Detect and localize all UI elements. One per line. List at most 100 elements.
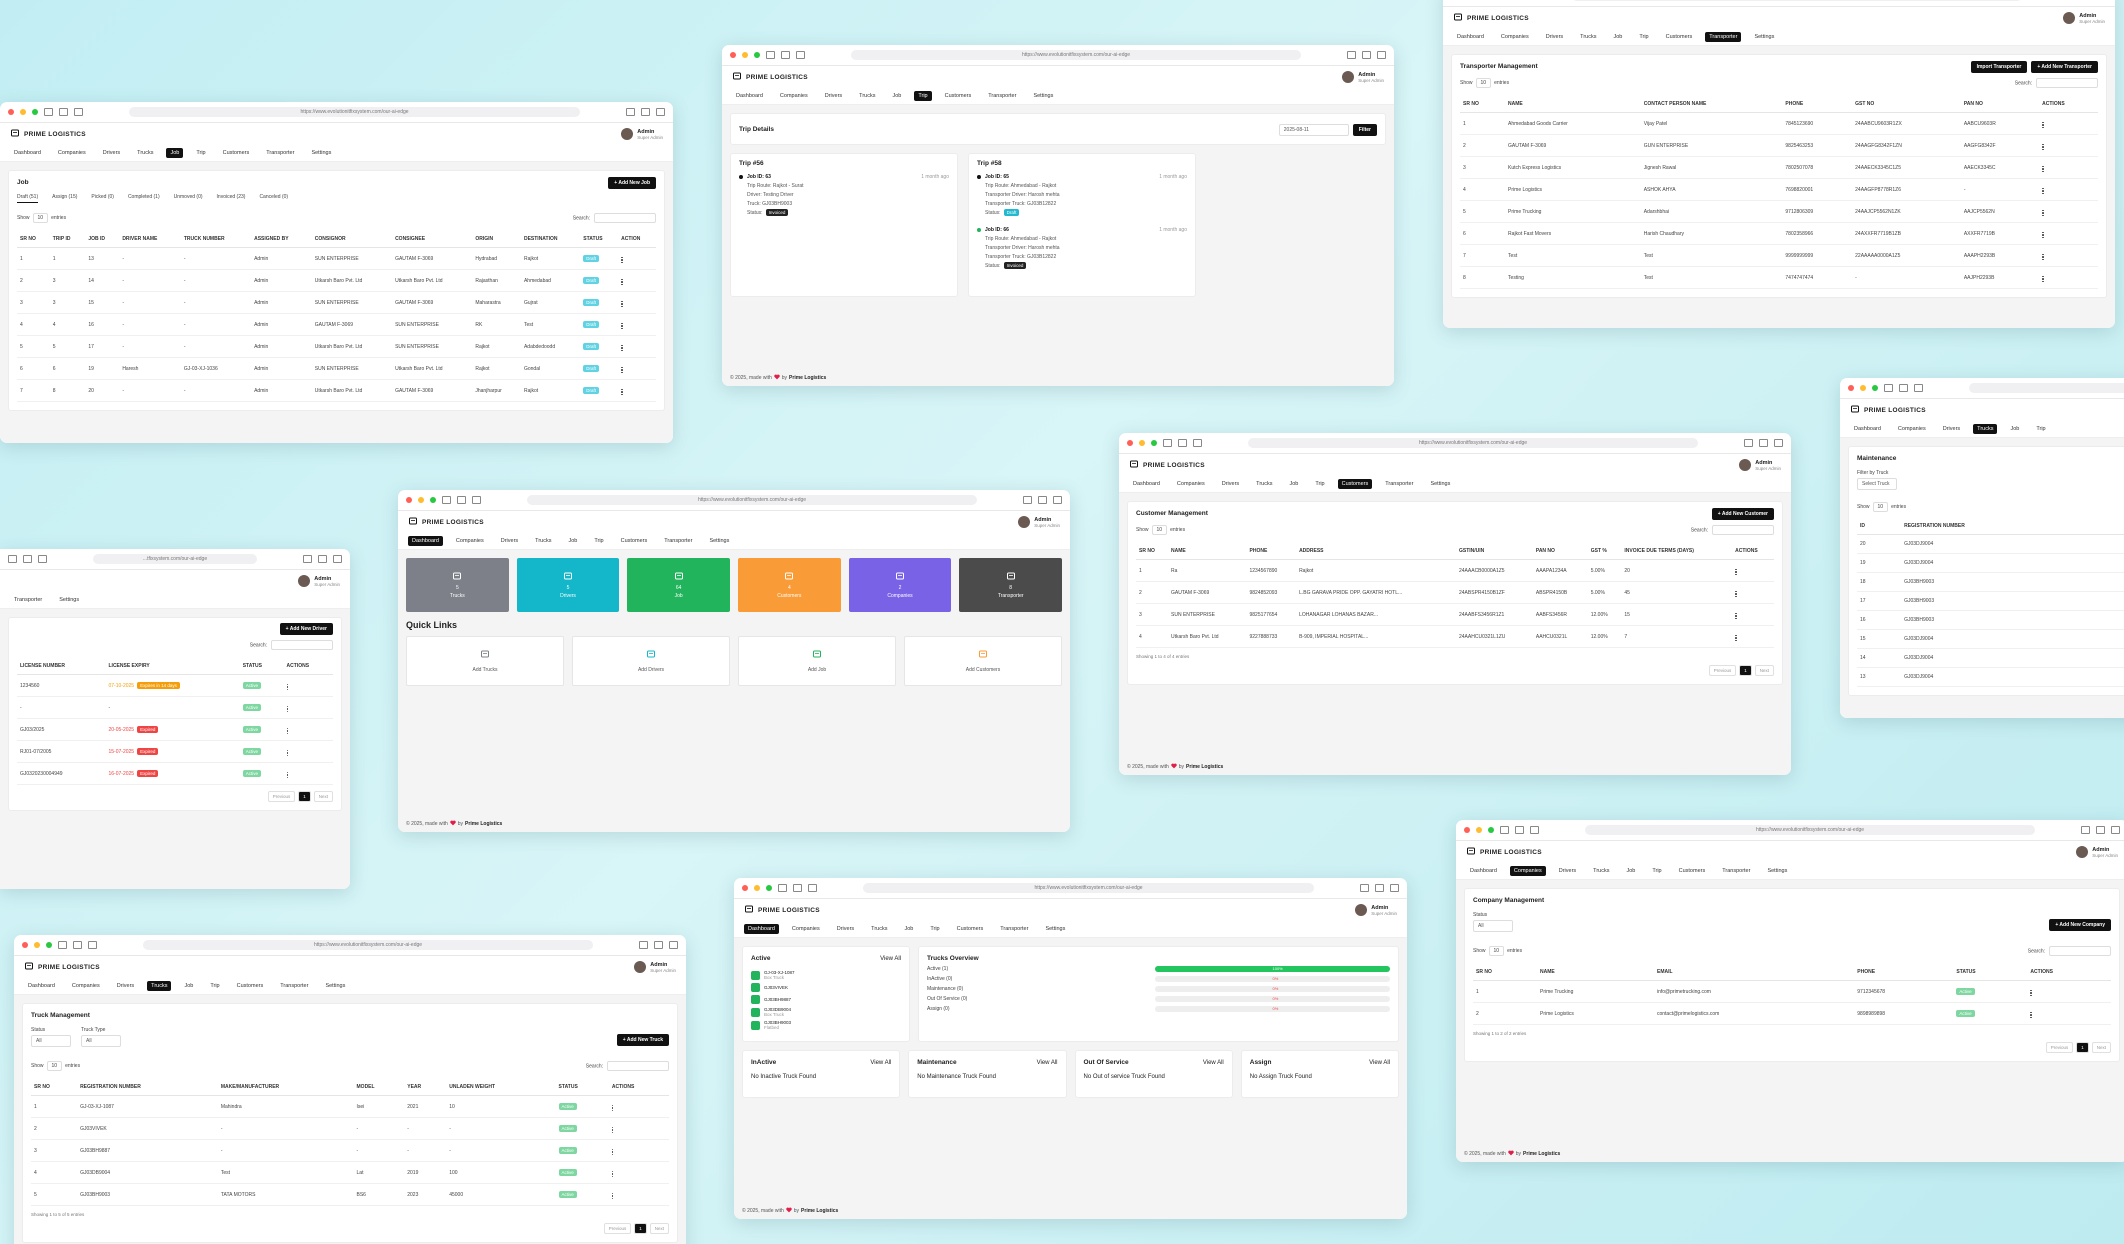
length-text[interactable]: 10: [46, 1061, 63, 1071]
page-button[interactable]: 1: [634, 1223, 647, 1234]
search-input[interactable]: [607, 1061, 669, 1071]
tabs-icon[interactable]: [669, 941, 678, 949]
nav-item[interactable]: Dashboard: [28, 983, 55, 989]
row-actions[interactable]: [2042, 143, 2044, 150]
tabs-icon[interactable]: [1774, 439, 1783, 447]
address-bar[interactable]: https://www.evolutionitfixsystem.com/our…: [1585, 825, 2035, 835]
stat-tile[interactable]: 2 Companies: [848, 558, 952, 612]
window-button[interactable]: [20, 109, 26, 115]
forward-icon[interactable]: [808, 884, 817, 892]
view-all[interactable]: View All: [1369, 1059, 1390, 1066]
nav-item[interactable]: Trip: [2036, 426, 2046, 432]
nav-item[interactable]: Trucks: [871, 926, 888, 932]
nav-item[interactable]: Dashboard: [736, 93, 763, 99]
row-actions[interactable]: [286, 727, 289, 734]
nav-item[interactable]: Dashboard: [1470, 868, 1497, 874]
forward-icon[interactable]: [796, 51, 805, 59]
row-actions[interactable]: [1735, 590, 1737, 597]
nav-item[interactable]: Dashboard: [1457, 34, 1484, 40]
window-button[interactable]: [1151, 440, 1157, 446]
nav-item[interactable]: Settings: [1045, 926, 1066, 932]
nav-item[interactable]: Companies: [791, 926, 820, 932]
stat-tile[interactable]: 64 Job: [627, 558, 731, 612]
filter-select[interactable]: All: [1473, 920, 1513, 932]
address-bar[interactable]: https://www.evolutionitfixsystem.com/our…: [527, 495, 977, 505]
add-button[interactable]: + Add New Company: [2049, 919, 2111, 931]
stat-tile[interactable]: 4 Customers: [738, 558, 841, 612]
add-button[interactable]: + Add New Truck: [616, 1034, 669, 1046]
add-button[interactable]: + Add New Job: [608, 176, 656, 189]
new-tab-icon[interactable]: [2096, 826, 2105, 834]
stat-tile[interactable]: 8 Transporter: [959, 558, 1063, 612]
nav-item[interactable]: Trip: [594, 538, 604, 544]
length-text[interactable]: 10: [1488, 946, 1505, 956]
user-menu[interactable]: Admin Super Admin: [298, 575, 340, 587]
nav-item[interactable]: Transporter: [1000, 926, 1029, 932]
sidebar-icon[interactable]: [442, 496, 451, 504]
nav-item[interactable]: Drivers: [500, 538, 519, 544]
forward-icon[interactable]: [38, 555, 47, 563]
quick-link[interactable]: Add Drivers: [572, 636, 730, 686]
filter-select[interactable]: Select Truck: [1857, 478, 1897, 490]
nav-item[interactable]: Companies: [1509, 866, 1546, 876]
user-menu[interactable]: Admin Super Admin: [1342, 71, 1384, 83]
user-menu[interactable]: Admin Super Admin: [2076, 846, 2118, 858]
row-actions[interactable]: [1735, 568, 1737, 575]
share-icon[interactable]: [1744, 439, 1753, 447]
back-icon[interactable]: [59, 108, 68, 116]
sidebar-icon[interactable]: [766, 51, 775, 59]
tabs-icon[interactable]: [2111, 826, 2120, 834]
back-icon[interactable]: [1178, 439, 1187, 447]
add-button[interactable]: + Add New Driver: [279, 623, 333, 635]
stat-tile[interactable]: 5 Trucks: [406, 558, 509, 612]
filter-select[interactable]: All: [31, 1035, 71, 1047]
new-tab-icon[interactable]: [1759, 439, 1768, 447]
nav-item[interactable]: Trucks: [147, 981, 172, 991]
nav-item[interactable]: Customers: [944, 93, 972, 99]
nav-item[interactable]: Trip: [1315, 481, 1325, 487]
nav-item[interactable]: Customers: [236, 983, 264, 989]
back-icon[interactable]: [457, 496, 466, 504]
tab[interactable]: Unmoved (0): [173, 194, 203, 200]
nav-item[interactable]: Transporter: [266, 150, 295, 156]
window-button[interactable]: [1488, 827, 1494, 833]
quick-link[interactable]: Add Customers: [904, 636, 1062, 686]
address-bar[interactable]: https://www.evolutionitfixsystem.com/our…: [143, 940, 593, 950]
window-button[interactable]: [1872, 385, 1878, 391]
user-menu[interactable]: Admin Super Admin: [1355, 904, 1397, 916]
address-bar[interactable]: https://www.evolutionitfixsystem.com/our…: [1969, 383, 2124, 393]
tabs-icon[interactable]: [1053, 496, 1062, 504]
nav-item[interactable]: Companies: [1176, 481, 1205, 487]
tabs-icon[interactable]: [333, 555, 342, 563]
nav-item[interactable]: Transporter: [988, 93, 1017, 99]
row-actions[interactable]: [2042, 275, 2044, 282]
length-text[interactable]: 10: [1151, 525, 1168, 535]
nav-item[interactable]: Drivers: [116, 983, 135, 989]
address-bar[interactable]: https://www.evolutionitfixsystem.com/our…: [129, 107, 580, 117]
window-button[interactable]: [34, 942, 40, 948]
nav-item[interactable]: Trip: [196, 150, 206, 156]
tabs-icon[interactable]: [1390, 884, 1399, 892]
row-actions[interactable]: [2042, 209, 2044, 216]
row-actions[interactable]: [611, 1192, 614, 1199]
share-icon[interactable]: [1360, 884, 1369, 892]
row-actions[interactable]: [1735, 612, 1737, 619]
nav-item[interactable]: Trucks: [1973, 424, 1998, 434]
page-button[interactable]: Next: [649, 1223, 669, 1234]
row-actions[interactable]: [621, 300, 623, 307]
window-button[interactable]: [418, 497, 424, 503]
nav-item[interactable]: Job: [904, 926, 914, 932]
window-button[interactable]: [46, 942, 52, 948]
row-actions[interactable]: [286, 771, 289, 778]
page-button[interactable]: 1: [2076, 1042, 2089, 1053]
nav-item[interactable]: Trip: [914, 91, 932, 101]
sidebar-icon[interactable]: [778, 884, 787, 892]
nav-item[interactable]: Trucks: [859, 93, 876, 99]
sidebar-icon[interactable]: [1500, 826, 1509, 834]
forward-icon[interactable]: [1914, 384, 1923, 392]
page-button[interactable]: 1: [298, 791, 311, 802]
nav-item[interactable]: Settings: [1767, 868, 1788, 874]
sidebar-icon[interactable]: [1163, 439, 1172, 447]
nav-item[interactable]: Job: [892, 93, 902, 99]
nav-item[interactable]: Settings: [59, 597, 80, 603]
